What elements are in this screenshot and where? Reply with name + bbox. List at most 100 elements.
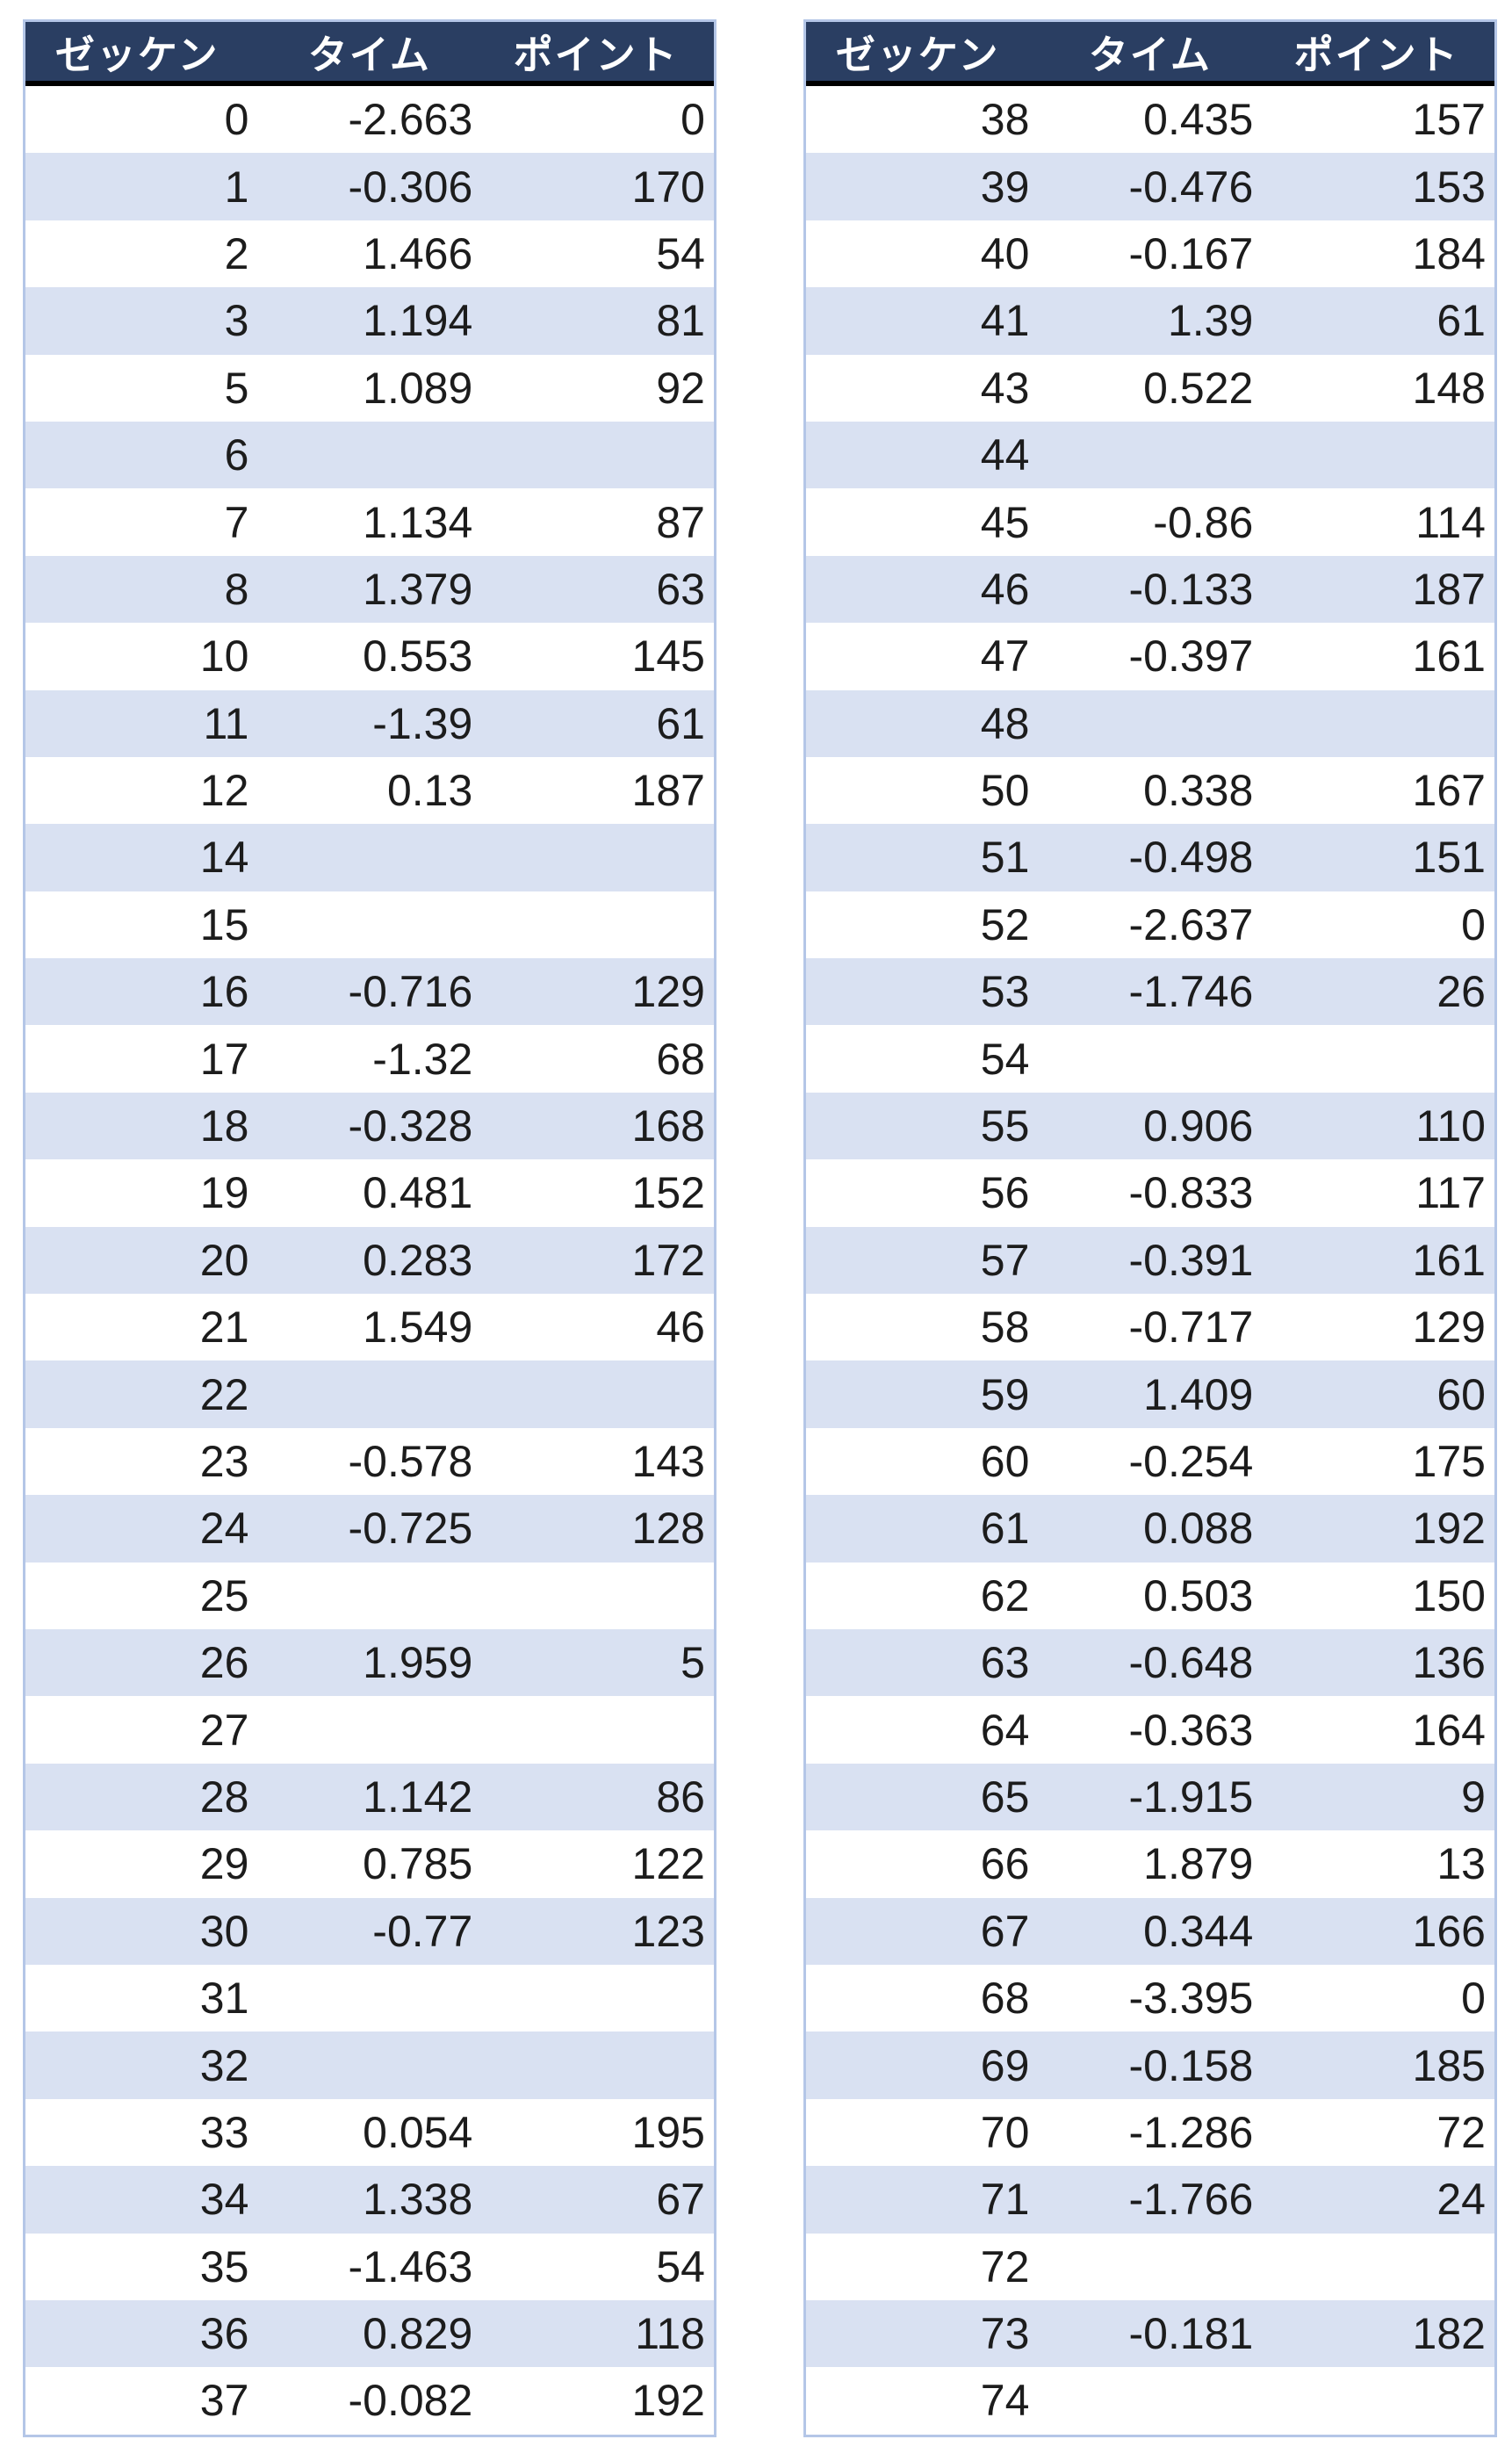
- table-row: 31: [25, 1964, 714, 2032]
- table-row: 8 1.379 63: [25, 555, 714, 624]
- cell-points: 72: [1436, 2107, 1486, 2157]
- cell-points: 122: [631, 1839, 705, 1889]
- cell-time: 0.344: [1143, 1906, 1254, 1956]
- cell-points: [486, 422, 714, 488]
- table-row: 68 -3.395 0: [806, 1964, 1494, 2032]
- table-row: 61 0.088 192: [806, 1495, 1494, 1562]
- table-row: 11 -1.39 61: [25, 689, 714, 757]
- table-row: 35 -1.463 54: [25, 2233, 714, 2300]
- cell-bib: 61: [980, 1504, 1030, 1554]
- cell-time: 0.553: [363, 631, 473, 682]
- cell-time: -1.39: [372, 698, 473, 748]
- cell-time: -0.082: [348, 2376, 473, 2426]
- cell-time: -0.254: [1128, 1437, 1254, 1486]
- cell-time: 0.338: [1143, 766, 1254, 816]
- table-row: 59 1.409 60: [806, 1360, 1494, 1428]
- cell-bib: 26: [199, 1638, 249, 1688]
- cell-bib: 46: [980, 564, 1030, 614]
- cell-bib: 37: [199, 2376, 249, 2426]
- cell-points: 170: [631, 162, 705, 212]
- table-row: 15: [25, 891, 714, 959]
- cell-time: 1.959: [363, 1638, 473, 1688]
- table-row: 66 1.879 13: [806, 1830, 1494, 1898]
- cell-points: 0: [1461, 899, 1486, 949]
- table-row: 37 -0.082 192: [25, 2367, 714, 2435]
- cell-points: 54: [656, 228, 705, 278]
- cell-points: 13: [1436, 1839, 1486, 1889]
- cell-time: 1.879: [1143, 1839, 1254, 1889]
- cell-bib: 6: [224, 430, 249, 480]
- cell-points: 157: [1412, 95, 1486, 145]
- cell-time: 0.13: [386, 766, 473, 816]
- cell-time: [266, 1562, 486, 1629]
- cell-bib: 1: [224, 162, 249, 212]
- cell-time: 1.134: [363, 497, 473, 547]
- cell-time: -0.363: [1128, 1705, 1254, 1755]
- cell-bib: 56: [980, 1168, 1030, 1218]
- cell-points: 46: [656, 1303, 705, 1353]
- cell-bib: 43: [980, 363, 1030, 413]
- cell-time: 0.054: [363, 2107, 473, 2157]
- cell-bib: 15: [199, 899, 249, 949]
- cell-points: 153: [1412, 162, 1486, 212]
- table-row: 19 0.481 152: [25, 1159, 714, 1227]
- cell-time: 0.785: [363, 1839, 473, 1889]
- column-header-points: ポイント: [1293, 32, 1459, 77]
- cell-time: 1.409: [1143, 1369, 1254, 1419]
- cell-bib: 33: [199, 2107, 249, 2157]
- table-row: 53 -1.746 26: [806, 958, 1494, 1026]
- cell-points: 114: [1415, 497, 1486, 547]
- table-row: 64 -0.363 164: [806, 1696, 1494, 1764]
- cell-points: [486, 1360, 714, 1427]
- cell-points: 175: [1412, 1437, 1486, 1486]
- table-row: 60 -0.254 175: [806, 1427, 1494, 1496]
- cell-bib: 36: [199, 2309, 249, 2359]
- cell-bib: 38: [980, 95, 1030, 145]
- cell-points: 195: [631, 2107, 705, 2157]
- cell-points: 184: [1412, 228, 1486, 278]
- cell-time: [1047, 2234, 1267, 2300]
- cell-time: 0.088: [1143, 1504, 1254, 1554]
- score-table-right: ゼッケン タイム ポイント 38 0.435 157 39 -0.476 153 40 -0.…: [803, 19, 1497, 2437]
- cell-bib: 29: [199, 1839, 249, 1889]
- cell-bib: 54: [980, 1034, 1030, 1084]
- cell-bib: 39: [980, 162, 1030, 212]
- cell-points: [1267, 1025, 1494, 1092]
- cell-time: -2.663: [348, 95, 473, 145]
- cell-points: 182: [1412, 2309, 1486, 2359]
- cell-bib: 72: [980, 2241, 1030, 2291]
- cell-time: 0.829: [363, 2309, 473, 2359]
- table-row: 67 0.344 166: [806, 1897, 1494, 1965]
- table-body-left: 0 -2.663 0 1 -0.306 170 2 1.466 54 3 1.194 81 5 1.089…: [25, 86, 714, 2435]
- table-row: 12 0.13 187: [25, 756, 714, 825]
- cell-time: -0.306: [348, 162, 473, 212]
- cell-bib: 63: [980, 1638, 1030, 1688]
- table-header-row: ゼッケン タイム ポイント: [806, 22, 1494, 86]
- cell-bib: 24: [199, 1504, 249, 1554]
- cell-bib: 34: [199, 2175, 249, 2225]
- cell-points: [1267, 422, 1494, 488]
- table-row: 23 -0.578 143: [25, 1427, 714, 1496]
- cell-time: -0.86: [1153, 497, 1254, 547]
- cell-bib: 22: [199, 1369, 249, 1419]
- column-header-bib: ゼッケン: [54, 32, 220, 77]
- table-row: 47 -0.397 161: [806, 623, 1494, 690]
- table-row: 46 -0.133 187: [806, 555, 1494, 624]
- cell-time: -0.833: [1128, 1168, 1254, 1218]
- cell-time: -0.578: [348, 1437, 473, 1486]
- cell-points: 168: [631, 1101, 705, 1151]
- cell-bib: 23: [199, 1437, 249, 1486]
- cell-time: -0.167: [1128, 228, 1254, 278]
- table-row: 63 -0.648 136: [806, 1628, 1494, 1697]
- cell-time: -2.637: [1128, 899, 1254, 949]
- table-row: 25: [25, 1562, 714, 1629]
- cell-bib: 0: [224, 95, 249, 145]
- cell-bib: 27: [199, 1705, 249, 1755]
- table-row: 18 -0.328 168: [25, 1092, 714, 1160]
- cell-bib: 25: [199, 1570, 249, 1620]
- cell-time: 1.089: [363, 363, 473, 413]
- cell-points: 192: [1412, 1504, 1486, 1554]
- cell-bib: 14: [199, 833, 249, 883]
- cell-points: [1267, 2234, 1494, 2300]
- cell-points: 164: [1412, 1705, 1486, 1755]
